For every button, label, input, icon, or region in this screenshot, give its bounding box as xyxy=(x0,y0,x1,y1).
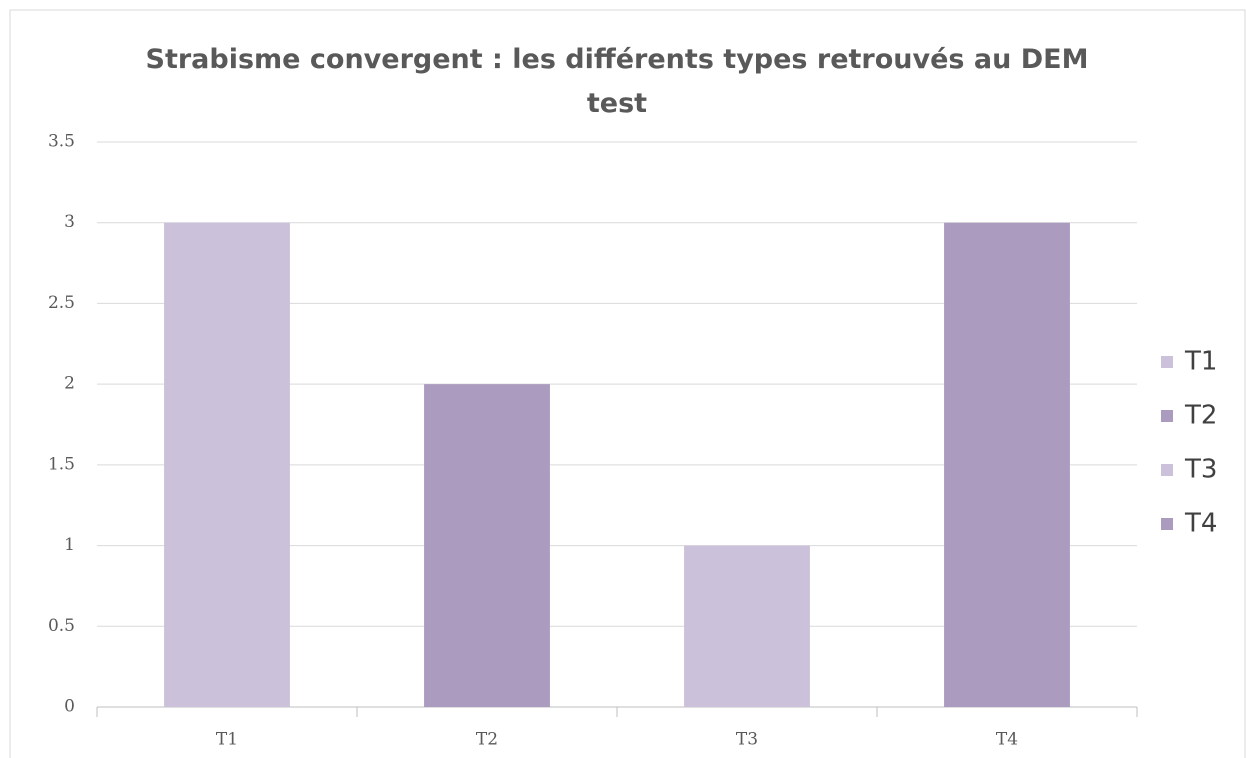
legend-swatch xyxy=(1161,464,1173,476)
legend-swatch xyxy=(1161,518,1173,530)
y-tick-label: 0 xyxy=(64,697,75,717)
y-tick-label: 3.5 xyxy=(48,132,75,152)
chart-title: Strabisme convergent : les différents ty… xyxy=(145,44,1089,119)
bar xyxy=(944,222,1070,707)
y-tick-label: 2 xyxy=(64,374,75,394)
x-tick-label: T1 xyxy=(216,730,238,750)
chart-frame xyxy=(9,9,1246,758)
bar xyxy=(164,222,290,707)
bar xyxy=(424,384,550,707)
legend-label: T4 xyxy=(1184,509,1217,539)
legend-label: T1 xyxy=(1184,347,1217,377)
bar xyxy=(684,545,810,707)
x-tick-label: T4 xyxy=(996,730,1018,750)
legend-swatch xyxy=(1161,410,1173,422)
legend-label: T2 xyxy=(1184,401,1217,431)
legend-swatch xyxy=(1161,356,1173,368)
legend-label: T3 xyxy=(1184,455,1217,485)
x-tick-label: T3 xyxy=(736,730,758,750)
y-tick-label: 0.5 xyxy=(48,616,75,636)
y-tick-label: 1.5 xyxy=(48,454,75,474)
y-tick-label: 3 xyxy=(64,212,75,232)
x-tick-label: T2 xyxy=(476,730,498,750)
y-tick-label: 2.5 xyxy=(48,293,75,313)
y-tick-label: 1 xyxy=(64,535,75,555)
